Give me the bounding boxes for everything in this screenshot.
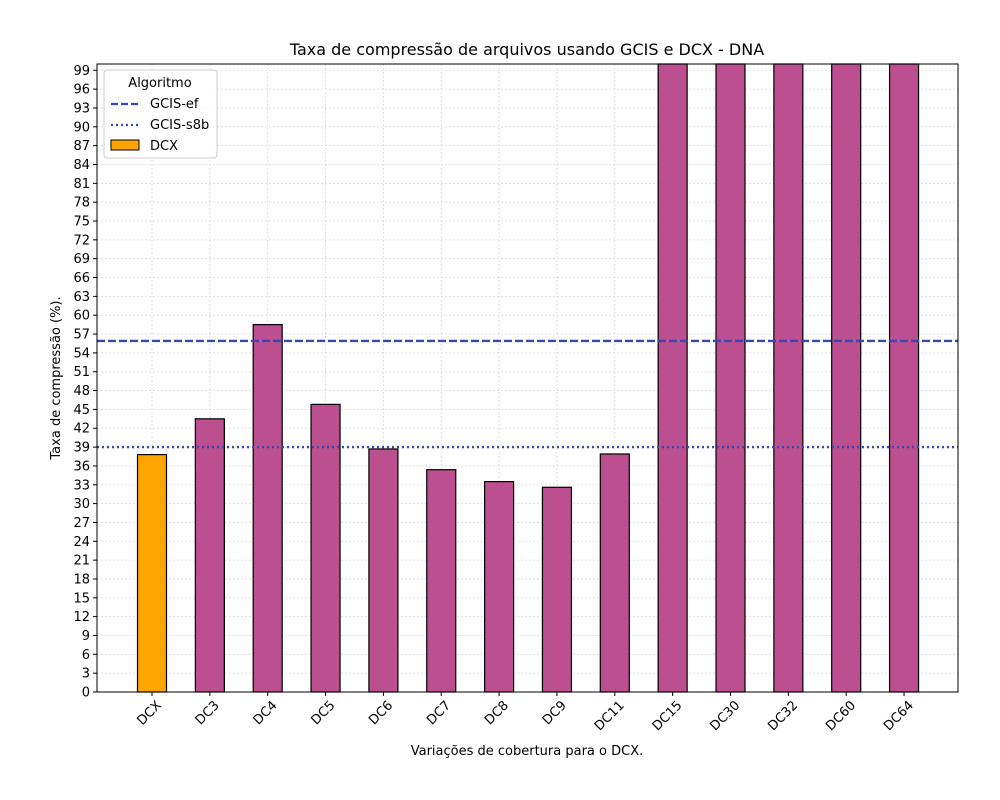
y-tick-label: 30 [73,497,90,512]
bar-dc4 [252,324,283,693]
y-tick-label: 12 [73,610,90,625]
y-tick-label: 99 [73,64,90,79]
y-tick-label: 48 [73,384,90,399]
y-tick-label: 63 [73,290,90,305]
bar-dc11 [599,453,630,693]
y-tick-label: 18 [73,572,90,587]
y-tick-label: 51 [73,365,90,380]
y-tick-label: 78 [73,196,90,211]
bar-dcx [136,454,168,693]
y-tick-label: 45 [73,403,90,418]
y-tick-label: 0 [82,686,90,701]
y-axis-ticks: 0369121518212427303336394245485154576063… [73,64,97,701]
y-tick-label: 39 [73,441,90,456]
legend-label-gcis-ef: GCIS-ef [150,97,199,112]
bar-dc5 [310,403,341,693]
y-tick-label: 72 [73,233,90,248]
y-tick-label: 6 [82,648,90,663]
bars [136,63,920,693]
y-tick-label: 24 [73,535,90,550]
bar-dc6 [368,448,399,693]
y-tick-label: 96 [73,83,90,98]
y-tick-label: 57 [73,328,90,343]
bar-dc30 [715,63,746,693]
legend-patch-icon [110,139,140,151]
y-tick-label: 54 [73,346,90,361]
y-tick-label: 21 [73,554,90,569]
reference-lines [97,339,958,449]
y-tick-label: 36 [73,459,90,474]
y-tick-label: 60 [73,309,90,324]
y-tick-label: 66 [73,271,90,286]
y-tick-label: 84 [73,158,90,173]
y-tick-label: 81 [73,177,90,192]
plot-frame [96,63,959,693]
legend: Algoritmo GCIS-ef GCIS-s8b DCX [103,69,218,159]
legend-box [103,69,218,159]
y-tick-label: 69 [73,252,90,267]
y-axis-label: Taxa de compressão (%). [49,296,64,460]
y-tick-label: 15 [73,591,90,606]
x-axis-label: Variações de cobertura para o DCX. [411,744,644,759]
chart-title: Taxa de compressão de arquivos usando GC… [289,40,764,59]
y-tick-label: 9 [82,629,90,644]
bar-dc7 [426,469,457,693]
y-tick-label: 87 [73,139,90,154]
y-tick-label: 27 [73,516,90,531]
bar-dc8 [484,481,515,693]
y-tick-label: 75 [73,215,90,230]
bar-dc3 [194,418,225,693]
y-tick-label: 93 [73,101,90,116]
y-tick-label: 33 [73,478,90,493]
bar-dc32 [773,63,804,693]
y-tick-label: 90 [73,120,90,135]
bar-dc9 [541,486,573,693]
bar-dc64 [888,63,920,693]
bar-dc60 [831,63,862,693]
y-tick-label: 3 [82,667,90,682]
legend-title: Algoritmo [128,76,191,91]
legend-label-gcis-s8b: GCIS-s8b [150,118,209,133]
bar-dc15 [657,63,688,693]
legend-label-dcx: DCX [150,139,178,154]
y-tick-label: 42 [73,422,90,437]
